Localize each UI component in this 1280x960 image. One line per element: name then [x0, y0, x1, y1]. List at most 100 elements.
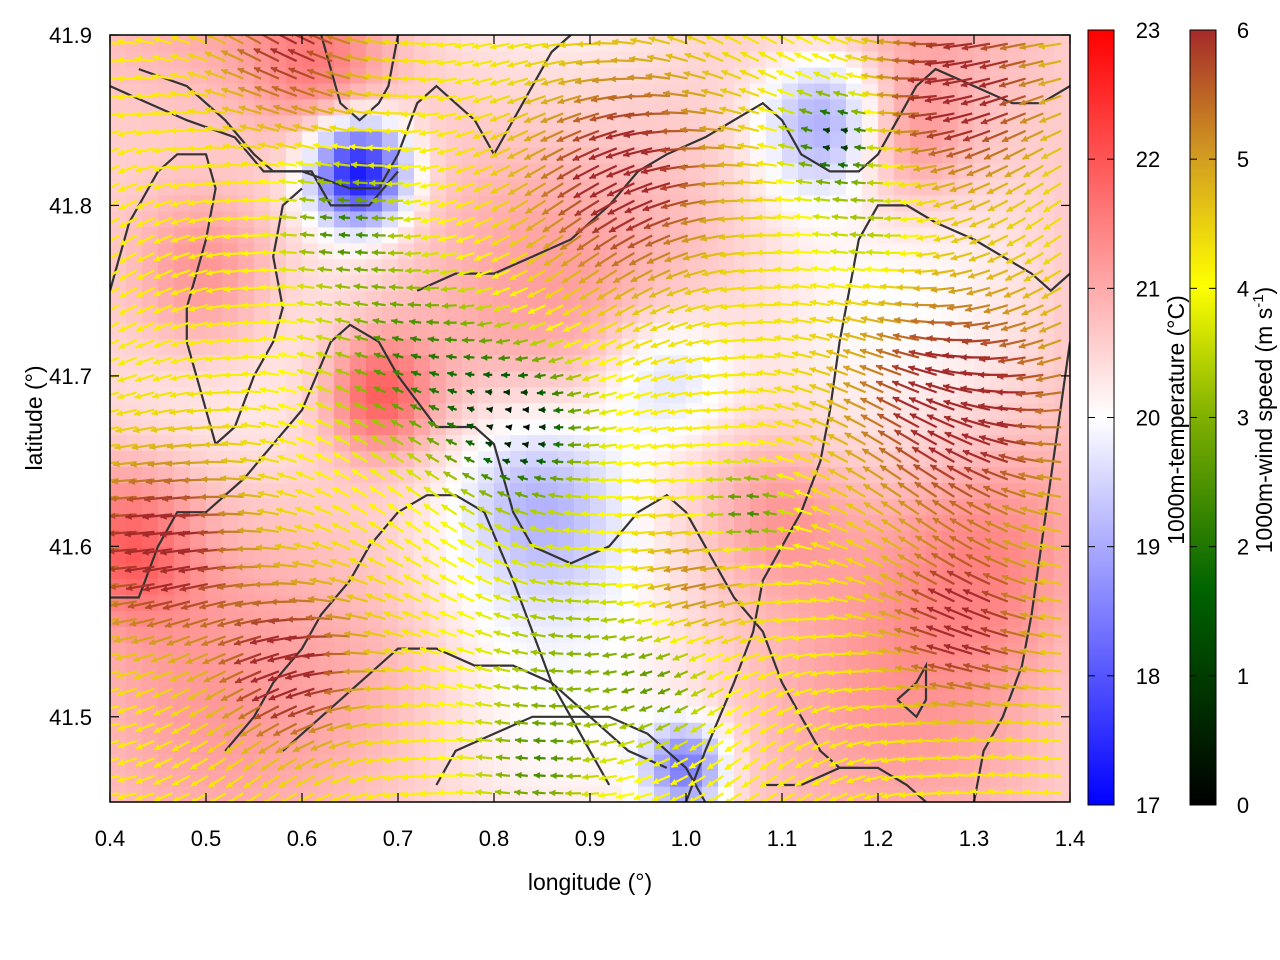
heatmap-cell	[1022, 770, 1039, 787]
heatmap-cell	[750, 258, 767, 276]
heatmap-cell	[478, 146, 495, 164]
heatmap-cell	[734, 562, 751, 579]
heatmap-cell	[478, 530, 495, 547]
heatmap-cell	[734, 626, 751, 643]
heatmap-cell	[494, 98, 511, 116]
heatmap-cell	[782, 162, 799, 180]
heatmap-cell	[846, 146, 863, 164]
heatmap-cell	[782, 626, 799, 643]
heatmap-cell	[654, 514, 671, 531]
heatmap-cell	[718, 306, 735, 324]
heatmap-cell	[526, 690, 543, 707]
heatmap-cell	[142, 498, 159, 515]
heatmap-cell	[798, 530, 815, 547]
heatmap-cell	[574, 82, 591, 100]
heatmap-cell	[558, 674, 575, 691]
heatmap-cell	[942, 530, 959, 547]
heatmap-cell	[1054, 530, 1070, 547]
heatmap-cell	[670, 130, 687, 148]
heatmap-cell	[686, 498, 703, 515]
heatmap-cell	[782, 722, 799, 739]
heatmap-cell	[846, 562, 863, 579]
heatmap-cell	[366, 354, 383, 372]
heatmap-cell	[750, 514, 767, 531]
heatmap-cell	[318, 530, 335, 547]
heatmap-cell	[366, 450, 383, 468]
heatmap-cell	[926, 306, 943, 324]
heatmap-cell	[654, 130, 671, 148]
heatmap-cell	[142, 130, 159, 148]
heatmap-cell	[814, 658, 831, 675]
heatmap-cell	[110, 98, 127, 116]
heatmap-cell	[430, 722, 447, 739]
heatmap-cell	[302, 274, 319, 292]
heatmap-cell	[206, 514, 223, 531]
heatmap-cell	[606, 370, 623, 388]
heatmap-cell	[862, 690, 879, 707]
heatmap-cell	[862, 130, 879, 148]
heatmap-cell	[126, 754, 143, 771]
heatmap-cell	[670, 370, 687, 388]
heatmap-cell	[926, 706, 943, 723]
heatmap-cell	[718, 642, 735, 659]
heatmap-cell	[542, 274, 559, 292]
heatmap-cell	[718, 514, 735, 531]
heatmap-cell	[718, 562, 735, 579]
heatmap-cell	[606, 770, 623, 787]
heatmap-cell	[990, 370, 1007, 388]
heatmap-cell	[398, 354, 415, 372]
heatmap-cell	[478, 738, 495, 755]
heatmap-cell	[814, 194, 831, 212]
heatmap-cell	[446, 322, 463, 340]
heatmap-cell	[238, 338, 255, 356]
heatmap-cell	[814, 114, 831, 132]
heatmap-cell	[270, 338, 287, 356]
heatmap-cell	[814, 690, 831, 707]
heatmap-cell	[414, 530, 431, 547]
heatmap-cell	[590, 370, 607, 388]
heatmap-cell	[270, 546, 287, 563]
heatmap-cell	[382, 98, 399, 116]
heatmap-cell	[622, 66, 639, 84]
heatmap-cell	[814, 50, 831, 68]
heatmap-cell	[782, 498, 799, 515]
heatmap-cell	[766, 322, 783, 340]
heatmap-cell	[574, 498, 591, 515]
heatmap-cell	[782, 546, 799, 563]
heatmap-cell	[190, 450, 207, 468]
heatmap-cell	[254, 35, 271, 52]
heatmap-cell	[382, 578, 399, 595]
heatmap-cell	[798, 546, 815, 563]
heatmap-cell	[590, 82, 607, 100]
heatmap-cell	[782, 354, 799, 372]
heatmap-cell	[318, 306, 335, 324]
heatmap-cell	[814, 594, 831, 611]
heatmap-cell	[542, 450, 559, 468]
heatmap-cell	[478, 114, 495, 132]
heatmap-cell	[798, 690, 815, 707]
heatmap-cell	[206, 146, 223, 164]
heatmap-cell	[302, 562, 319, 579]
heatmap-cell	[622, 354, 639, 372]
heatmap-cell	[510, 450, 527, 468]
heatmap-cell	[702, 114, 719, 132]
heatmap-cell	[142, 306, 159, 324]
heatmap-cell	[574, 626, 591, 643]
heatmap-cell	[766, 450, 783, 468]
heatmap-cell	[398, 338, 415, 356]
heatmap-cell	[478, 290, 495, 308]
heatmap-cell	[1006, 722, 1023, 739]
heatmap-cell	[638, 658, 655, 675]
heatmap-cell	[414, 770, 431, 787]
heatmap-cell	[574, 50, 591, 68]
heatmap-cell	[526, 82, 543, 100]
heatmap-cell	[622, 578, 639, 595]
heatmap-cell	[590, 690, 607, 707]
heatmap-cell	[382, 306, 399, 324]
heatmap-cell	[590, 658, 607, 675]
heatmap-cell	[990, 402, 1007, 420]
heatmap-cell	[270, 146, 287, 164]
heatmap-cell	[126, 370, 143, 388]
heatmap-cell	[654, 114, 671, 132]
heatmap-cell	[542, 514, 559, 531]
